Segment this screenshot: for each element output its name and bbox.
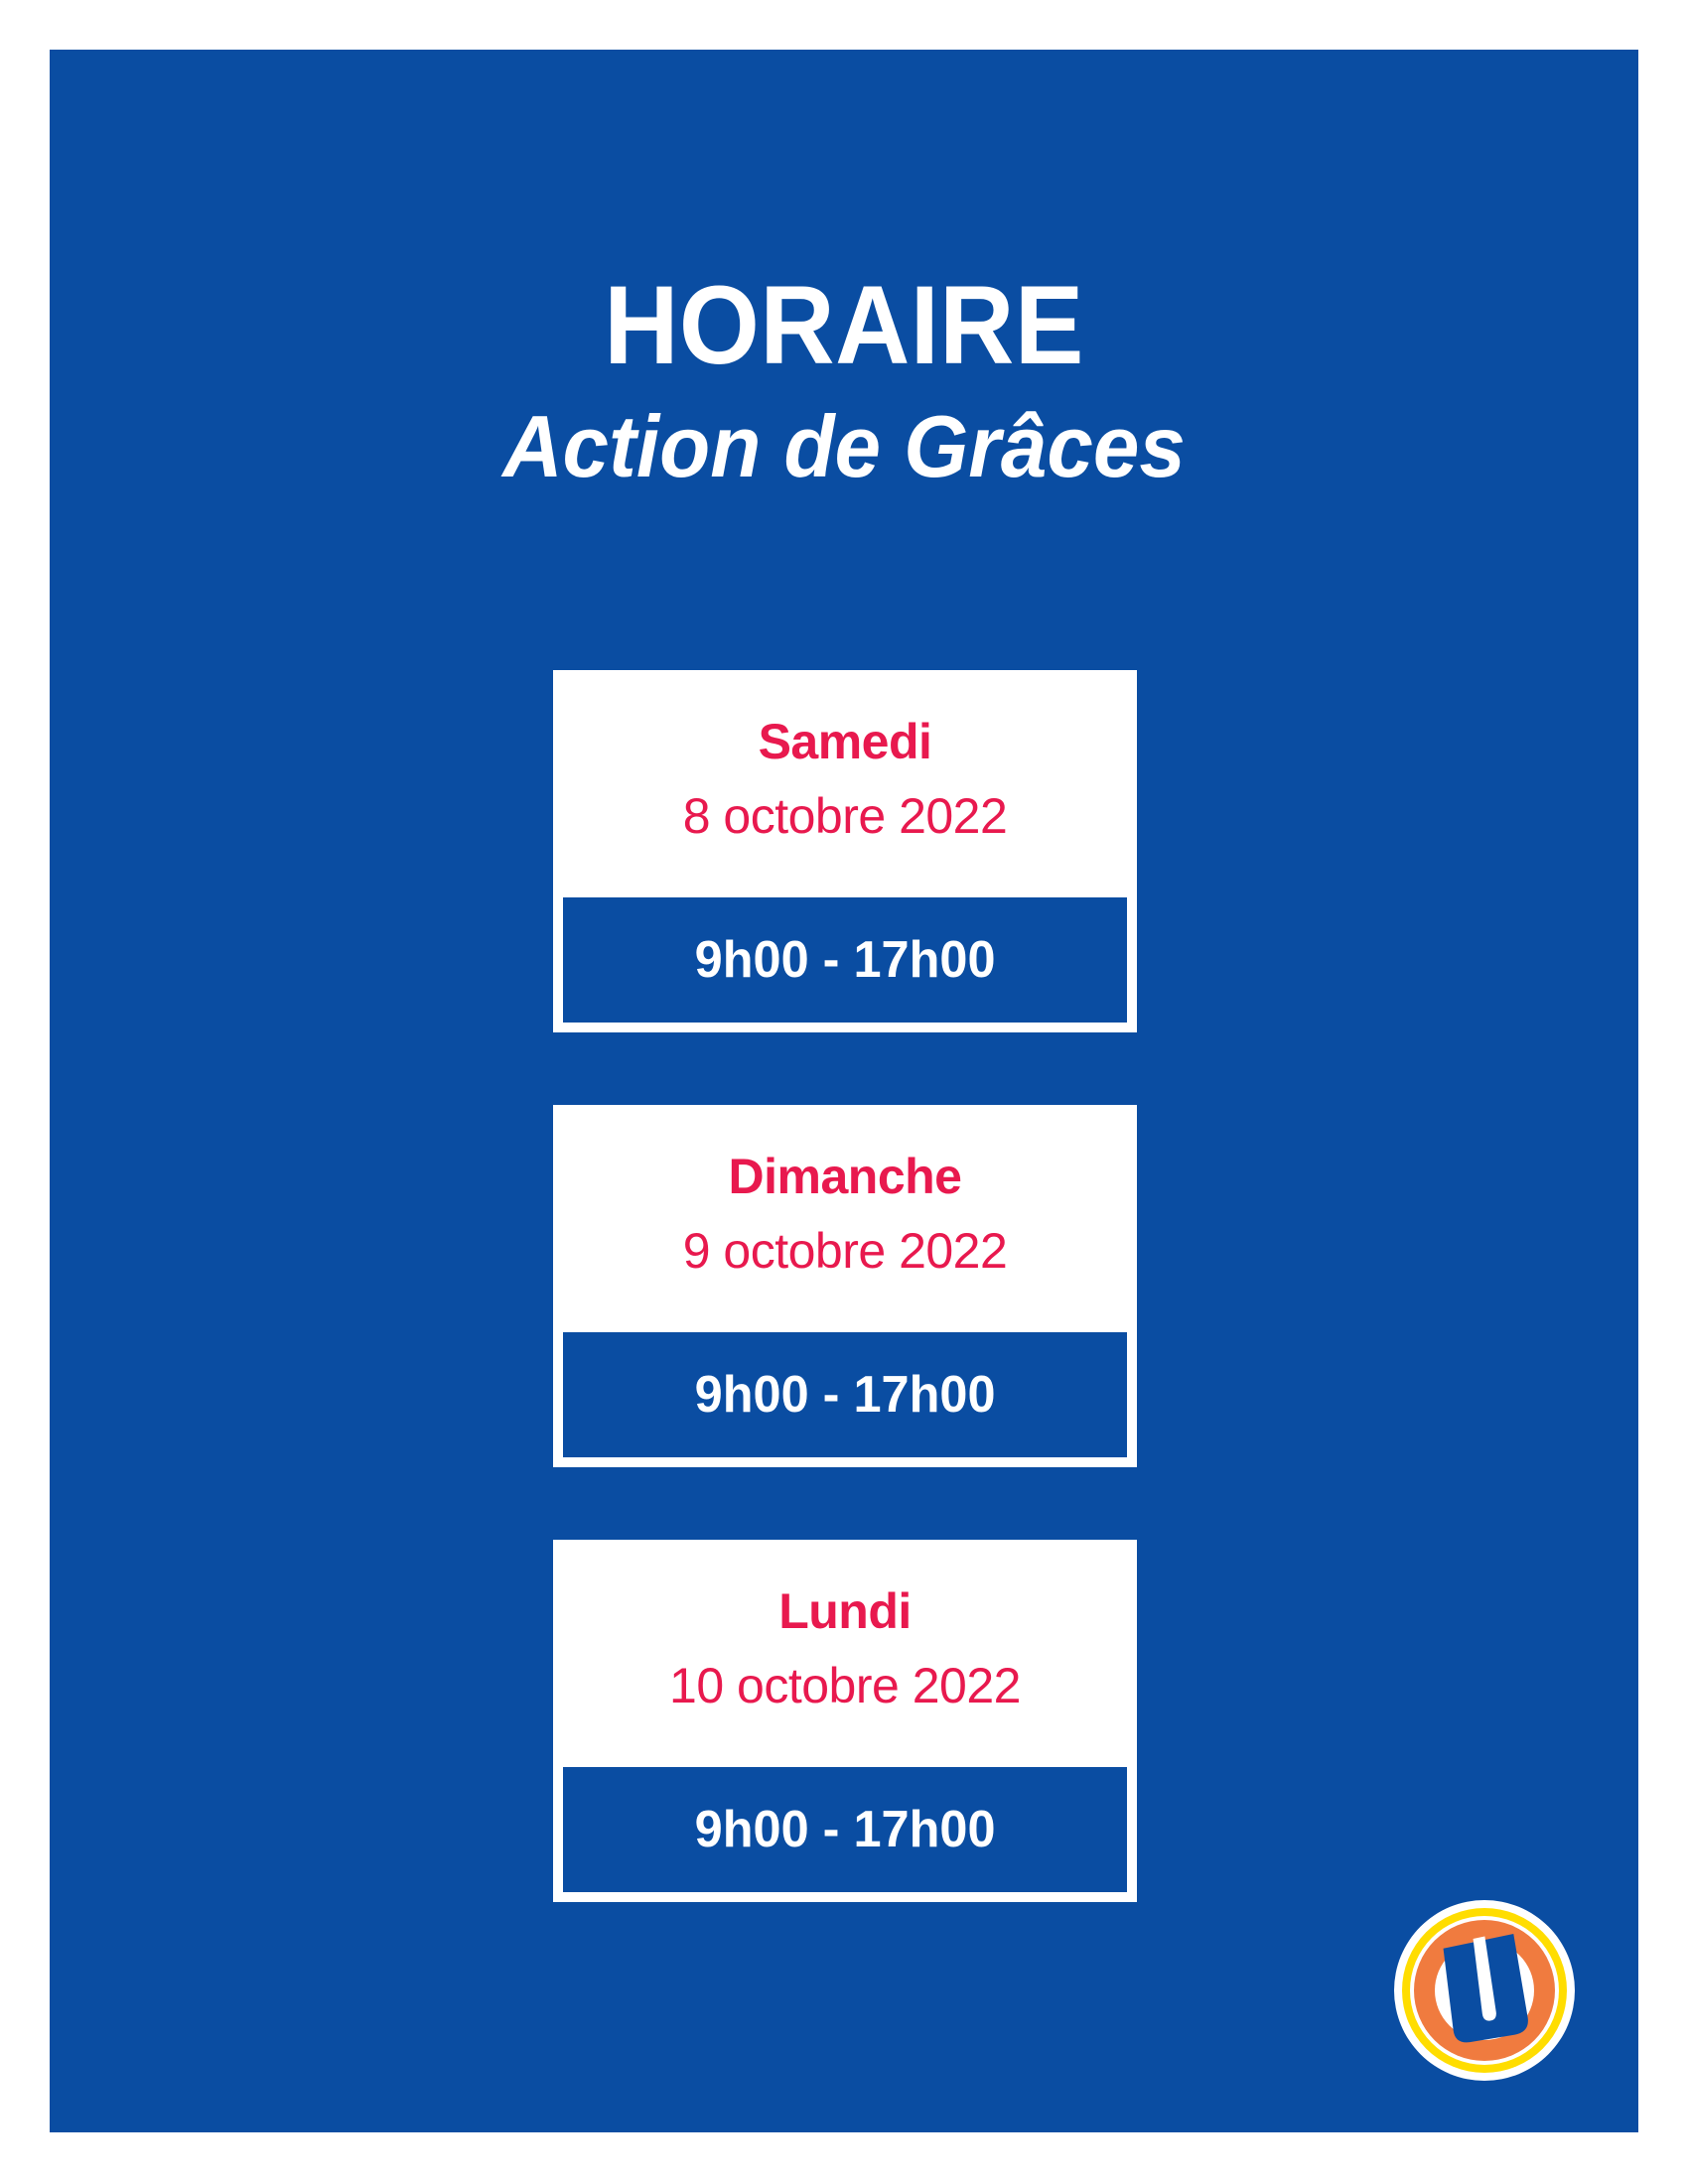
day-name: Dimanche — [728, 1149, 962, 1204]
hours-band: 9h00 - 17h00 — [559, 1763, 1131, 1896]
schedule-card: Samedi 8 octobre 2022 9h00 - 17h00 — [553, 670, 1137, 1032]
poster-panel: HORAIRE Action de Grâces Samedi 8 octobr… — [50, 50, 1638, 2132]
hours-band: 9h00 - 17h00 — [559, 893, 1131, 1026]
hours-band: 9h00 - 17h00 — [559, 1328, 1131, 1461]
schedule-card-header: Dimanche 9 octobre 2022 — [553, 1105, 1137, 1328]
day-name: Samedi — [758, 714, 932, 769]
day-date: 9 octobre 2022 — [682, 1222, 1008, 1279]
hours-text: 9h00 - 17h00 — [694, 931, 996, 989]
schedule-card: Dimanche 9 octobre 2022 9h00 - 17h00 — [553, 1105, 1137, 1467]
poster-header: HORAIRE Action de Grâces — [50, 50, 1638, 490]
page-title: HORAIRE — [604, 263, 1084, 387]
schedule-card: Lundi 10 octobre 2022 9h00 - 17h00 — [553, 1540, 1137, 1902]
page-subtitle: Action de Grâces — [502, 397, 1186, 495]
day-name: Lundi — [778, 1583, 912, 1639]
hours-text: 9h00 - 17h00 — [694, 1366, 996, 1424]
uniprix-logo-icon — [1394, 1900, 1575, 2081]
uniprix-logo — [1392, 1898, 1577, 2083]
day-date: 10 octobre 2022 — [669, 1657, 1021, 1713]
schedule-card-header: Lundi 10 octobre 2022 — [553, 1540, 1137, 1763]
schedule-card-list: Samedi 8 octobre 2022 9h00 - 17h00 Diman… — [553, 670, 1137, 1975]
day-date: 8 octobre 2022 — [682, 787, 1008, 844]
schedule-card-header: Samedi 8 octobre 2022 — [553, 670, 1137, 893]
hours-text: 9h00 - 17h00 — [694, 1801, 996, 1858]
